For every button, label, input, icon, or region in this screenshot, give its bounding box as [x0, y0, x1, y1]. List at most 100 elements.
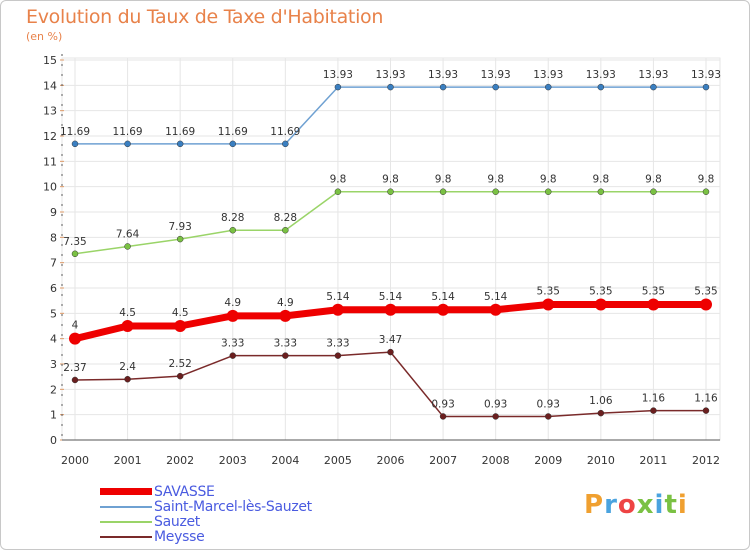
data-point — [439, 413, 447, 420]
x-tick-label: 2012 — [692, 454, 720, 467]
legend-item-savasse: SAVASSE — [100, 484, 312, 500]
data-point — [226, 309, 239, 322]
data-point — [542, 298, 555, 311]
y-tick-label: 14 — [43, 79, 57, 92]
data-point — [69, 332, 81, 345]
legend-label-meysse: Meysse — [154, 528, 205, 545]
data-point — [71, 376, 79, 384]
legend-label-saint-marcel: Saint-Marcel-lès-Sauzet — [154, 498, 312, 515]
data-label: 3.33 — [274, 338, 297, 350]
data-point — [384, 303, 397, 316]
proxiti-logo: Proxiti — [584, 490, 688, 520]
y-tick-label: 15 — [43, 54, 57, 67]
data-point — [545, 83, 552, 91]
data-label: 13.93 — [323, 69, 353, 81]
data-point — [282, 140, 289, 148]
x-tick-label: 2002 — [166, 454, 194, 467]
data-point — [121, 320, 134, 332]
data-label: 5.35 — [642, 285, 665, 297]
data-label: 9.8 — [330, 174, 347, 186]
data-label: 3.47 — [379, 334, 402, 346]
x-tick-label: 2006 — [377, 454, 405, 467]
data-label: 7.93 — [168, 221, 191, 233]
data-point — [492, 413, 499, 420]
data-point — [650, 83, 657, 91]
data-label: 5.14 — [431, 291, 455, 303]
data-point — [176, 140, 184, 148]
data-label: 11.69 — [218, 126, 248, 138]
x-tick-label: 2000 — [61, 454, 89, 467]
legend-swatch-savasse — [100, 488, 152, 495]
data-point — [229, 140, 236, 148]
data-point — [331, 303, 344, 316]
data-point — [334, 188, 342, 195]
y-tick-label: 0 — [50, 434, 57, 447]
data-point — [437, 303, 450, 316]
data-point — [545, 413, 552, 420]
data-label: 11.69 — [270, 126, 300, 138]
y-tick-label: 5 — [50, 307, 57, 320]
x-tick-label: 2004 — [271, 454, 299, 467]
data-point — [702, 188, 710, 195]
y-tick-label: 7 — [50, 257, 57, 270]
y-tick-label: 3 — [50, 358, 57, 371]
data-label: 1.16 — [694, 393, 718, 405]
data-label: 11.69 — [113, 126, 143, 138]
data-label: 4 — [72, 320, 79, 332]
data-point — [489, 303, 502, 316]
data-label: 13.93 — [691, 69, 721, 81]
data-point — [702, 407, 710, 414]
data-label: 9.8 — [435, 174, 452, 186]
data-point — [71, 250, 79, 258]
y-tick-label: 8 — [50, 231, 57, 244]
logo-letter: i — [654, 490, 665, 520]
data-point — [700, 298, 712, 311]
y-tick-label: 11 — [43, 155, 57, 168]
data-point — [176, 235, 184, 243]
y-tick-label: 13 — [43, 105, 57, 118]
data-label: 9.8 — [487, 174, 504, 186]
data-label: 0.93 — [431, 398, 454, 410]
data-label: 5.35 — [589, 285, 612, 297]
data-label: 13.93 — [375, 69, 405, 81]
data-label: 13.93 — [533, 69, 563, 81]
data-point — [492, 188, 499, 195]
data-point — [124, 140, 131, 148]
y-tick-label: 1 — [50, 409, 57, 422]
x-tick-label: 2009 — [534, 454, 562, 467]
data-label: 13.93 — [586, 69, 616, 81]
data-point — [597, 188, 605, 195]
data-point — [229, 226, 236, 234]
x-tick-label: 2005 — [324, 454, 352, 467]
data-label: 11.69 — [165, 126, 195, 138]
data-point — [647, 298, 660, 311]
data-label: 8.28 — [274, 212, 297, 224]
data-label: 0.93 — [484, 398, 507, 410]
data-point — [334, 352, 342, 359]
data-point — [650, 188, 657, 195]
data-point — [387, 348, 394, 356]
data-label: 5.14 — [326, 291, 350, 303]
data-label: 5.35 — [694, 285, 717, 297]
data-point — [492, 83, 499, 91]
data-label: 2.37 — [63, 362, 86, 374]
data-label: 1.16 — [642, 393, 666, 405]
data-point — [279, 309, 292, 322]
data-label: 5.35 — [537, 285, 560, 297]
data-point — [387, 83, 394, 91]
data-point — [545, 188, 552, 195]
data-point — [334, 83, 342, 91]
data-label: 7.35 — [63, 236, 86, 248]
data-label: 9.8 — [645, 174, 662, 186]
logo-letter: t — [664, 490, 678, 520]
x-tick-label: 2007 — [429, 454, 457, 467]
y-tick-label: 12 — [43, 130, 57, 143]
legend-swatch-sauzet — [100, 520, 152, 523]
data-label: 4.5 — [119, 307, 136, 319]
data-label: 9.8 — [698, 174, 715, 186]
data-point — [124, 243, 131, 250]
logo-letter: o — [617, 490, 637, 520]
legend-item-meysse: Meysse — [100, 528, 312, 545]
data-point — [594, 298, 607, 311]
y-tick-label: 4 — [50, 333, 57, 346]
